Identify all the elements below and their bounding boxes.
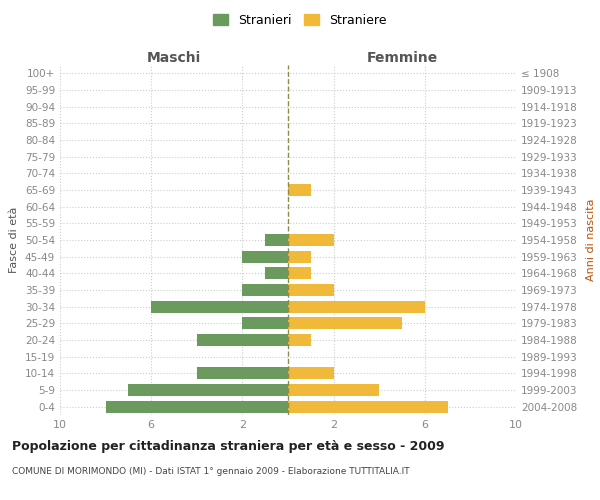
Bar [197,368,288,380]
Bar [288,250,311,262]
Text: Popolazione per cittadinanza straniera per età e sesso - 2009: Popolazione per cittadinanza straniera p… [12,440,445,453]
Bar [265,234,288,246]
Bar [106,400,288,412]
Bar [242,284,288,296]
Bar [128,384,288,396]
Text: COMUNE DI MORIMONDO (MI) - Dati ISTAT 1° gennaio 2009 - Elaborazione TUTTITALIA.: COMUNE DI MORIMONDO (MI) - Dati ISTAT 1°… [12,468,410,476]
Text: Maschi: Maschi [147,51,201,65]
Bar [288,268,311,280]
Bar [288,384,379,396]
Bar [288,284,334,296]
Bar [265,268,288,280]
Bar [197,334,288,346]
Bar [151,300,288,312]
Bar [242,250,288,262]
Text: Femmine: Femmine [367,51,437,65]
Bar [242,318,288,330]
Bar [288,368,334,380]
Bar [288,318,402,330]
Bar [288,300,425,312]
Bar [288,400,448,412]
Legend: Stranieri, Straniere: Stranieri, Straniere [208,8,392,32]
Bar [288,234,334,246]
Y-axis label: Anni di nascita: Anni di nascita [586,198,596,281]
Y-axis label: Fasce di età: Fasce di età [10,207,19,273]
Bar [288,184,311,196]
Bar [288,334,311,346]
